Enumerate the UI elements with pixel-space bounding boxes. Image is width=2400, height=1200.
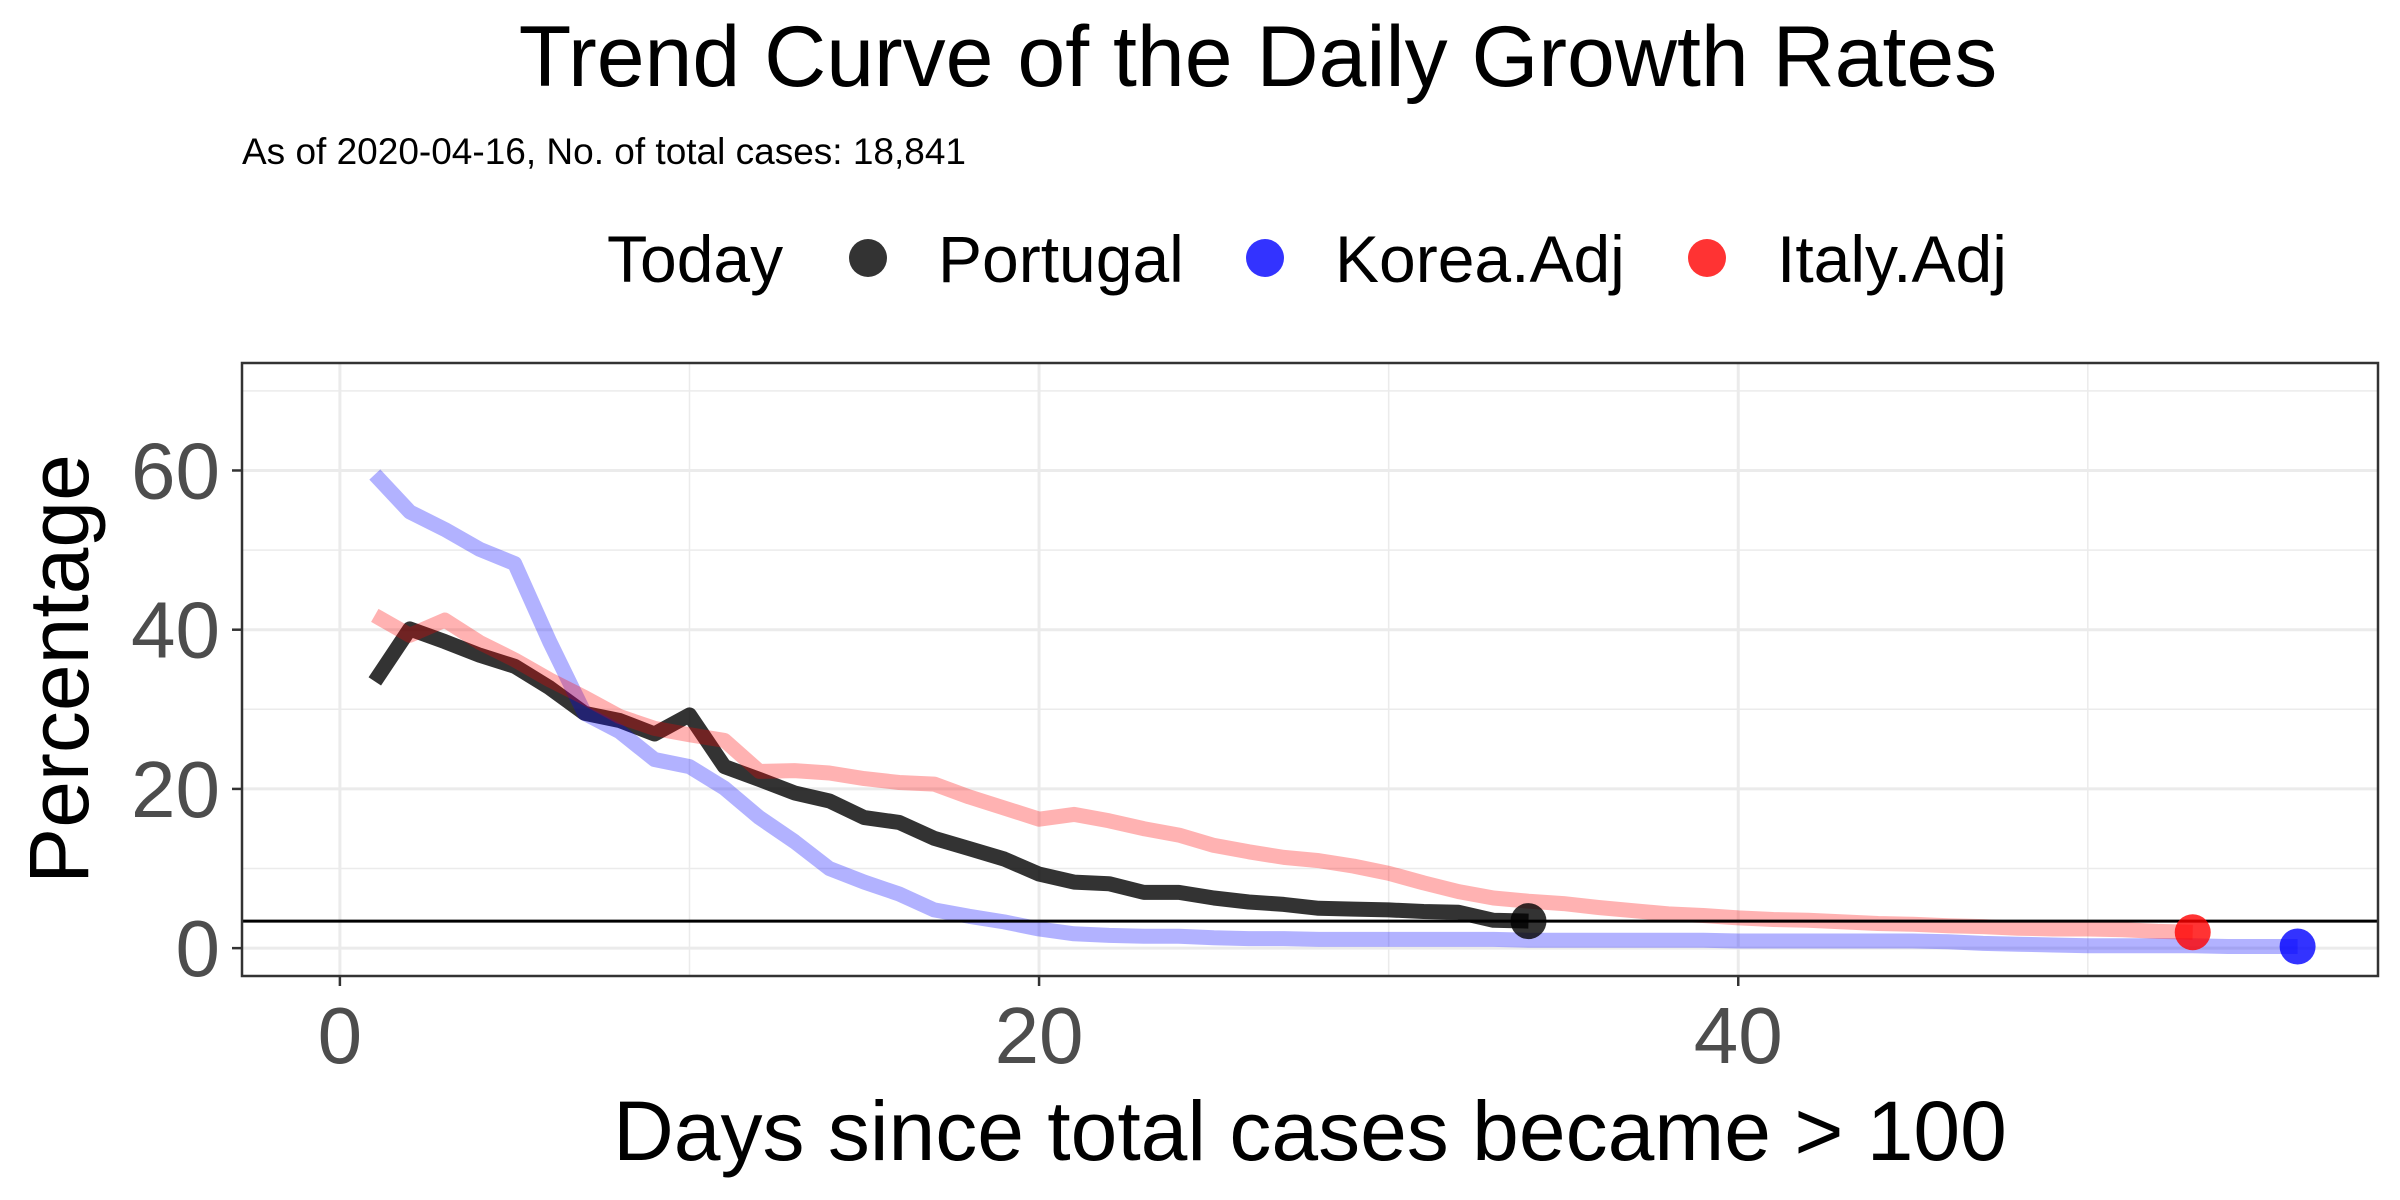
x-axis-title: Days since total cases became > 100: [613, 1084, 2007, 1178]
x-tick-label: 40: [1694, 991, 1783, 1080]
y-tick-label: 0: [176, 904, 221, 993]
today-markers: [1510, 903, 2316, 965]
plot-background: [242, 363, 2378, 976]
plot-border: [240, 361, 2380, 978]
y-axis-title: Percentage: [12, 454, 106, 884]
today-point-portugal: [1510, 903, 1547, 940]
axis-ticks: 0 20 40 0 20 40 60: [131, 426, 1783, 1080]
legend-label-portugal: Portugal: [938, 222, 1184, 296]
series-line-korea-adj: [369, 469, 2298, 954]
chart-title: Trend Curve of the Daily Growth Rates: [519, 9, 1998, 105]
y-tick-label: 60: [131, 426, 220, 515]
legend-label-italy-adj: Italy.Adj: [1777, 222, 2007, 296]
legend-title: Today: [607, 222, 783, 296]
legend: Today Portugal Korea.Adj Italy.Adj: [607, 222, 2007, 296]
legend-key-korea-adj: [1246, 239, 1284, 277]
x-tick-label: 0: [318, 991, 363, 1080]
grid: [242, 363, 2378, 976]
y-tick-label: 20: [131, 745, 220, 834]
series-line-italy-adj: [371, 608, 2193, 940]
legend-label-korea-adj: Korea.Adj: [1335, 222, 1625, 296]
legend-key-italy-adj: [1688, 239, 1726, 277]
x-tick-label: 20: [995, 991, 1084, 1080]
today-point-korea-adj: [2279, 928, 2316, 965]
today-point-italy-adj: [2174, 914, 2211, 951]
chart-subtitle: As of 2020-04-16, No. of total cases: 18…: [242, 131, 966, 172]
series-line-portugal: [368, 621, 1529, 929]
y-tick-label: 40: [131, 586, 220, 675]
legend-key-portugal: [849, 239, 887, 277]
series-lines: [368, 469, 2298, 954]
